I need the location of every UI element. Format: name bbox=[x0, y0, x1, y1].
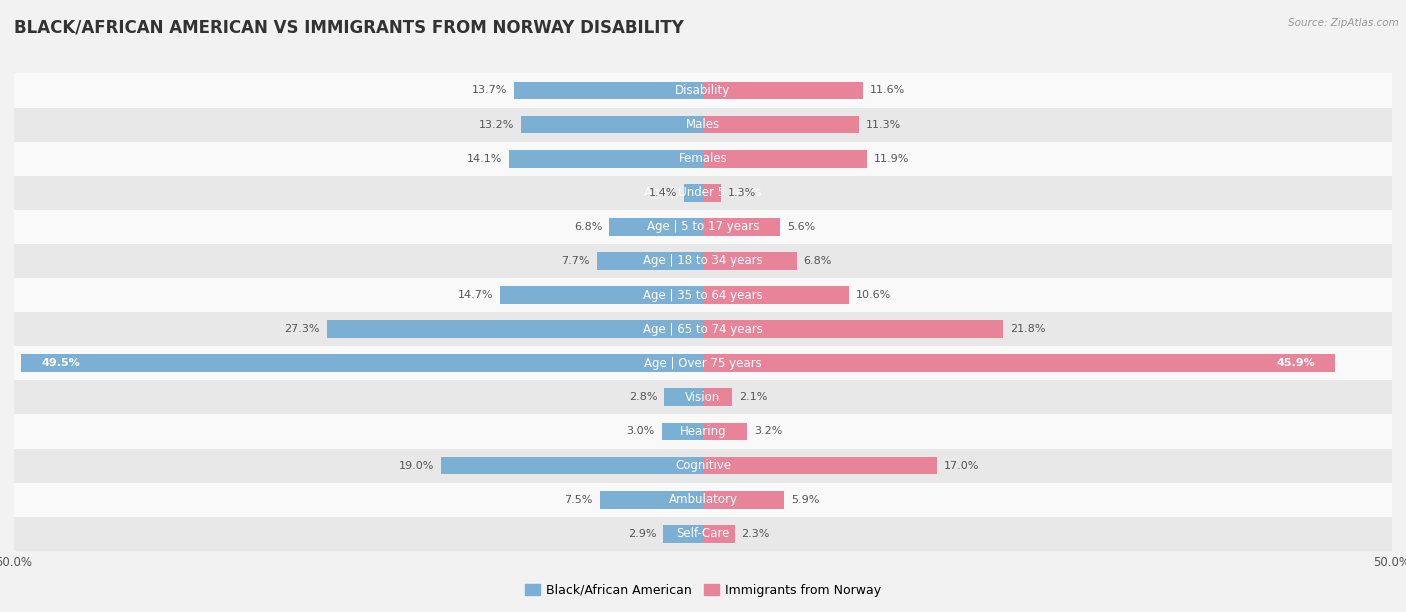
Text: Females: Females bbox=[679, 152, 727, 165]
Bar bbox=[14, 141, 1392, 176]
Text: Disability: Disability bbox=[675, 84, 731, 97]
Bar bbox=[14, 278, 1392, 312]
Bar bbox=[703, 354, 1336, 372]
Bar bbox=[703, 184, 721, 201]
Bar bbox=[683, 184, 703, 201]
Text: Ambulatory: Ambulatory bbox=[668, 493, 738, 506]
Bar bbox=[703, 150, 868, 168]
Legend: Black/African American, Immigrants from Norway: Black/African American, Immigrants from … bbox=[520, 579, 886, 602]
Bar bbox=[14, 176, 1392, 210]
Text: 2.8%: 2.8% bbox=[628, 392, 658, 402]
Bar bbox=[326, 320, 703, 338]
Text: Males: Males bbox=[686, 118, 720, 131]
Text: 13.2%: 13.2% bbox=[479, 119, 515, 130]
Text: 5.9%: 5.9% bbox=[792, 494, 820, 505]
Bar bbox=[21, 354, 703, 372]
Text: Age | Under 5 years: Age | Under 5 years bbox=[644, 186, 762, 200]
Bar bbox=[14, 108, 1392, 141]
Text: 6.8%: 6.8% bbox=[574, 222, 602, 232]
Text: 19.0%: 19.0% bbox=[399, 461, 434, 471]
Text: 11.6%: 11.6% bbox=[870, 86, 905, 95]
Text: 2.9%: 2.9% bbox=[627, 529, 657, 539]
Text: 1.3%: 1.3% bbox=[728, 188, 756, 198]
Text: 3.2%: 3.2% bbox=[754, 427, 782, 436]
Text: Cognitive: Cognitive bbox=[675, 459, 731, 472]
Text: Hearing: Hearing bbox=[679, 425, 727, 438]
Text: 10.6%: 10.6% bbox=[856, 290, 891, 300]
Text: 2.1%: 2.1% bbox=[738, 392, 768, 402]
Bar bbox=[14, 346, 1392, 380]
Text: 14.1%: 14.1% bbox=[467, 154, 502, 163]
Text: 5.6%: 5.6% bbox=[787, 222, 815, 232]
Bar bbox=[14, 210, 1392, 244]
Bar bbox=[501, 286, 703, 304]
Text: Age | 5 to 17 years: Age | 5 to 17 years bbox=[647, 220, 759, 233]
Bar bbox=[14, 517, 1392, 551]
Text: 6.8%: 6.8% bbox=[804, 256, 832, 266]
Text: 7.5%: 7.5% bbox=[564, 494, 593, 505]
Bar bbox=[703, 218, 780, 236]
Text: Age | 18 to 34 years: Age | 18 to 34 years bbox=[643, 255, 763, 267]
Text: 27.3%: 27.3% bbox=[284, 324, 321, 334]
Bar bbox=[441, 457, 703, 474]
Text: 11.9%: 11.9% bbox=[875, 154, 910, 163]
Text: Age | 65 to 74 years: Age | 65 to 74 years bbox=[643, 323, 763, 335]
Bar bbox=[515, 81, 703, 99]
Text: BLACK/AFRICAN AMERICAN VS IMMIGRANTS FROM NORWAY DISABILITY: BLACK/AFRICAN AMERICAN VS IMMIGRANTS FRO… bbox=[14, 18, 683, 36]
Text: Vision: Vision bbox=[685, 391, 721, 404]
Bar bbox=[703, 491, 785, 509]
Bar bbox=[703, 252, 797, 270]
Text: 45.9%: 45.9% bbox=[1277, 358, 1315, 368]
Text: 7.7%: 7.7% bbox=[561, 256, 591, 266]
Bar bbox=[14, 312, 1392, 346]
Bar bbox=[703, 320, 1004, 338]
Text: 17.0%: 17.0% bbox=[945, 461, 980, 471]
Bar bbox=[14, 414, 1392, 449]
Bar bbox=[665, 389, 703, 406]
Text: Age | Over 75 years: Age | Over 75 years bbox=[644, 357, 762, 370]
Bar bbox=[664, 525, 703, 543]
Bar bbox=[14, 380, 1392, 414]
Bar bbox=[703, 81, 863, 99]
Bar bbox=[703, 116, 859, 133]
Bar bbox=[662, 423, 703, 440]
Bar bbox=[703, 525, 735, 543]
Text: 11.3%: 11.3% bbox=[866, 119, 901, 130]
Text: 21.8%: 21.8% bbox=[1011, 324, 1046, 334]
Text: 1.4%: 1.4% bbox=[648, 188, 676, 198]
Bar bbox=[703, 423, 747, 440]
Bar bbox=[609, 218, 703, 236]
Bar bbox=[703, 286, 849, 304]
Text: 14.7%: 14.7% bbox=[458, 290, 494, 300]
Text: 49.5%: 49.5% bbox=[42, 358, 80, 368]
Bar bbox=[14, 483, 1392, 517]
Text: 2.3%: 2.3% bbox=[741, 529, 770, 539]
Bar bbox=[598, 252, 703, 270]
Text: Source: ZipAtlas.com: Source: ZipAtlas.com bbox=[1288, 18, 1399, 28]
Bar bbox=[14, 73, 1392, 108]
Bar bbox=[509, 150, 703, 168]
Text: 3.0%: 3.0% bbox=[627, 427, 655, 436]
Bar bbox=[599, 491, 703, 509]
Text: 13.7%: 13.7% bbox=[472, 86, 508, 95]
Text: Age | 35 to 64 years: Age | 35 to 64 years bbox=[643, 289, 763, 302]
Text: Self-Care: Self-Care bbox=[676, 528, 730, 540]
Bar bbox=[14, 449, 1392, 483]
Bar bbox=[703, 389, 733, 406]
Bar bbox=[703, 457, 938, 474]
Bar bbox=[522, 116, 703, 133]
Bar bbox=[14, 244, 1392, 278]
